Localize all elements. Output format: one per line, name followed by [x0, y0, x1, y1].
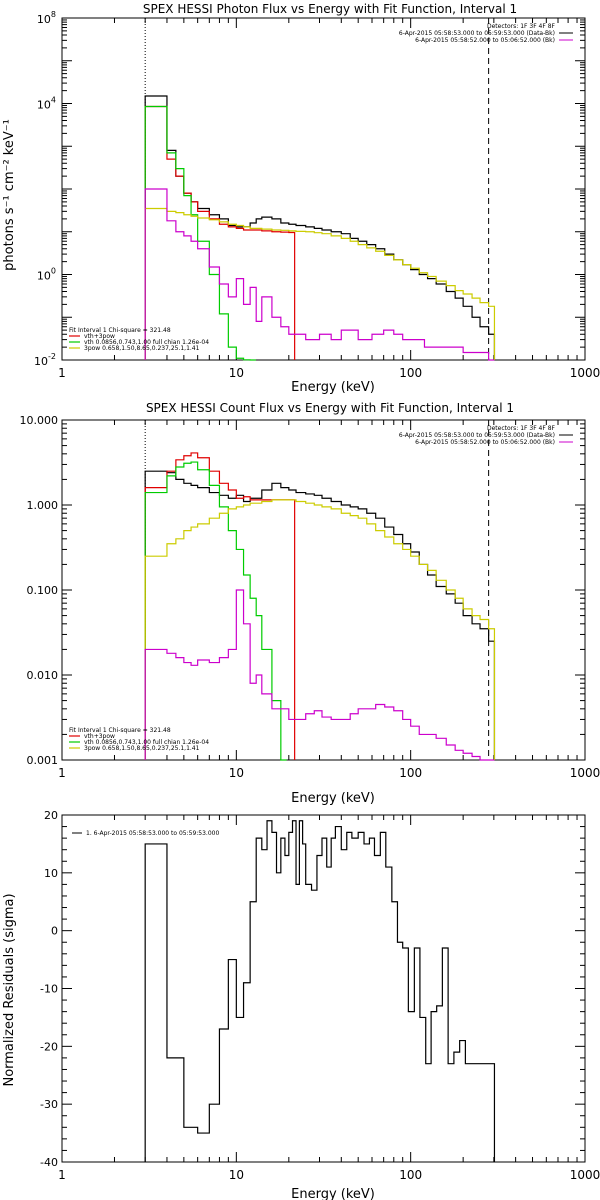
y-tick-label: 10.000 — [20, 414, 59, 427]
x-tick-label: 1000 — [570, 366, 600, 380]
series-3pow — [144, 207, 496, 360]
series-3pow — [144, 499, 496, 760]
count-flux-panel: SPEX HESSI Count Flux vs Energy with Fit… — [20, 401, 600, 806]
y-tick-label: 100 — [37, 267, 56, 283]
y-tick-label: 0.100 — [27, 584, 59, 597]
plot-frame — [61, 17, 586, 361]
y-tick-label: 10-2 — [34, 352, 56, 368]
x-tick-label: 100 — [399, 1168, 422, 1182]
y-tick-label: 10 — [44, 867, 58, 880]
residuals-x-axis-label: Energy (keV) — [291, 1187, 375, 1200]
legend-bottomleft-text: vth+3pow — [84, 733, 115, 740]
x-tick-label: 1000 — [570, 766, 600, 780]
photon-flux-panel: SPEX HESSI Photon Flux vs Energy with Fi… — [2, 2, 600, 395]
x-tick-label: 1 — [58, 766, 66, 780]
series-data — [144, 470, 496, 760]
series-vth — [144, 461, 287, 761]
legend-bottomleft-text: Fit Interval 1 Chi-square = 321.48 — [69, 727, 171, 734]
x-tick-label: 1000 — [570, 1168, 600, 1182]
photon-plot-area: 1 10 100 1000 10-2 100 104 108 Detectors: 1F 3F … — [34, 10, 600, 380]
legend-topright-text: 6-Apr-2015 05:58:53.000 to 05:59:53.000 … — [399, 432, 555, 439]
x-tick-label: 10 — [229, 1168, 244, 1182]
photon-x-axis-label: Energy (keV) — [291, 380, 375, 395]
residuals-y-axis-label: Normalized Residuals (sigma) — [2, 893, 17, 1086]
y-tick-label: 104 — [37, 96, 56, 112]
series-1-6-apr-2015-05-58-53-000-to-05-59-53-000 — [144, 820, 496, 1162]
x-tick-label: 10 — [229, 766, 244, 780]
legend-bottomleft-text: vth+3pow — [84, 333, 115, 340]
x-tick-label: 100 — [399, 366, 422, 380]
photon-y-axis-label: photons s⁻¹ cm⁻² keV⁻¹ — [2, 119, 17, 271]
count-panel-title: SPEX HESSI Count Flux vs Energy with Fit… — [146, 401, 514, 415]
y-tick-label: 0.010 — [27, 669, 59, 682]
plot-frame — [61, 419, 586, 761]
legend-topright-text: 6-Apr-2015 05:58:52.000 to 05:06:52.000 … — [415, 37, 555, 44]
x-tick-label: 1 — [58, 1168, 66, 1182]
legend-bottomleft-text: 3pow 0.658,1.50,8.65,0.237,25.1,1.41 — [84, 345, 200, 352]
y-tick-label: -10 — [40, 983, 58, 996]
legend-bottomleft-text: vth 0.0856,0.743,1.00 full chian 1.26e-0… — [84, 339, 209, 346]
y-tick-label: 1.000 — [27, 499, 59, 512]
photon-panel-title: SPEX HESSI Photon Flux vs Energy with Fi… — [143, 2, 517, 16]
series-vth — [144, 105, 256, 361]
legend-topright-text: Detectors: 1F 3F 4F 8F — [487, 425, 556, 432]
legend-topright-text: 6-Apr-2015 05:58:52.000 to 05:06:52.000 … — [415, 439, 555, 446]
residuals-panel: 1 10 100 1000 -40 -30 -20 -10 0 10 20 1. 6-Apr-2015… — [2, 809, 600, 1200]
x-tick-label: 10 — [229, 366, 244, 380]
series-bk — [144, 589, 495, 761]
legend-bottomleft-text: Fit Interval 1 Chi-square = 321.48 — [69, 327, 171, 334]
y-tick-label: -30 — [40, 1098, 58, 1111]
legend-text: 1. 6-Apr-2015 05:58:53.000 to 05:59:53.0… — [86, 830, 219, 837]
y-tick-label: -20 — [40, 1040, 58, 1053]
y-tick-label: -40 — [40, 1156, 58, 1169]
plot-frame — [61, 814, 586, 1163]
legend-topright-text: 6-Apr-2015 05:58:53.000 to 05:59:53.000 … — [399, 30, 555, 37]
legend-topright-text: Detectors: 1F 3F 4F 8F — [487, 23, 556, 30]
x-tick-label: 100 — [399, 766, 422, 780]
y-tick-label: 108 — [37, 10, 56, 26]
legend-bottomleft-text: 3pow 0.658,1.50,8.65,0.237,25.1,1.41 — [84, 745, 200, 752]
legend-bottomleft-text: vth 0.0856,0.743,1.00 full chian 1.26e-0… — [84, 739, 209, 746]
residuals-plot-area: 1 10 100 1000 -40 -30 -20 -10 0 10 20 1. 6-Apr-2015… — [40, 809, 600, 1182]
series-bk — [144, 188, 495, 361]
count-plot-area: 1 10 100 1000 0.001 0.010 0.100 1.000 10.000 Dete… — [20, 414, 600, 780]
series-vth-3pow — [144, 105, 296, 360]
count-x-axis-label: Energy (keV) — [291, 791, 375, 806]
y-tick-label: 0 — [51, 925, 58, 938]
x-tick-label: 1 — [58, 366, 66, 380]
y-tick-label: 20 — [44, 809, 58, 822]
y-tick-label: 0.001 — [27, 754, 59, 767]
